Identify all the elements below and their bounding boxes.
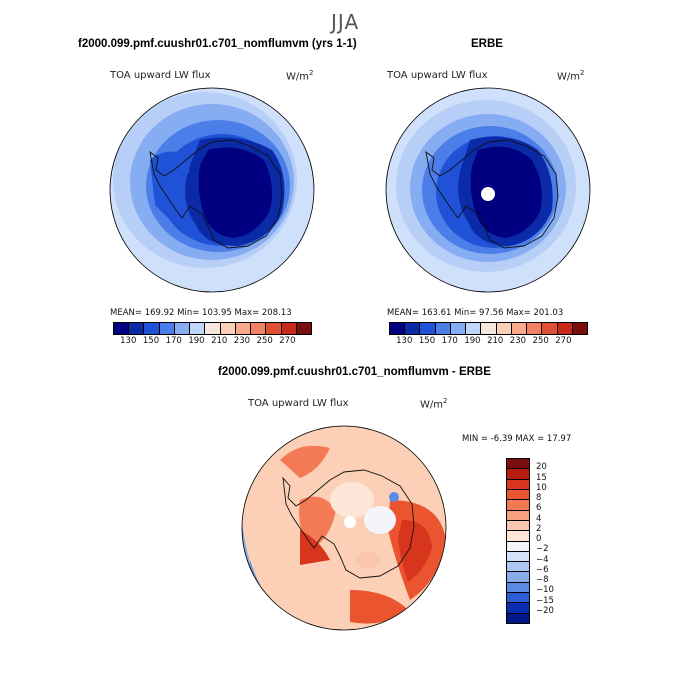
colorbar-tick-label: 6 (536, 503, 542, 514)
colorbar-tick-label: −6 (536, 564, 549, 575)
obs-stats: MEAN= 163.61 Min= 97.56 Max= 201.03 (387, 308, 564, 318)
model-map (110, 88, 314, 292)
colorbar-swatch (507, 459, 529, 470)
colorbar-tick-label: 190 (464, 336, 481, 346)
diff-colorbar (506, 458, 530, 624)
colorbar-tick-label: 190 (188, 336, 205, 346)
model-colorbar (113, 322, 312, 335)
colorbar-swatch (507, 510, 529, 521)
model-panel-title: f2000.099.pmf.cuushr01.c701_nomflumvm (y… (78, 38, 357, 50)
colorbar-tick-label: 130 (396, 336, 413, 346)
colorbar-tick-label: 4 (536, 513, 542, 524)
colorbar-tick-label: −20 (536, 605, 554, 616)
colorbar-tick-label: 210 (487, 336, 504, 346)
colorbar-tick-label: 170 (441, 336, 458, 346)
colorbar-swatch (144, 323, 160, 334)
colorbar-swatch (507, 489, 529, 501)
colorbar-tick-label: 20 (536, 462, 547, 473)
colorbar-tick-label: −15 (536, 595, 554, 606)
colorbar-tick-label: −8 (536, 575, 549, 585)
colorbar-tick-label: 8 (536, 493, 542, 503)
colorbar-tick-label: 2 (536, 523, 542, 534)
colorbar-swatch (129, 323, 145, 334)
obs-units-label: W/m2 (557, 69, 585, 83)
colorbar-tick-label: 230 (233, 336, 251, 346)
colorbar-tick-label: −2 (536, 544, 549, 555)
colorbar-swatch (507, 582, 529, 594)
colorbar-swatch (507, 531, 529, 542)
colorbar-swatch (507, 479, 529, 490)
model-map-boundary (109, 87, 315, 293)
colorbar-swatch (390, 323, 406, 334)
colorbar-tick-label: 0 (536, 534, 542, 544)
colorbar-swatch (266, 323, 282, 334)
obs-map-boundary (385, 87, 591, 293)
colorbar-swatch (435, 323, 451, 334)
colorbar-tick-label: 210 (211, 336, 228, 346)
colorbar-swatch (405, 323, 421, 334)
colorbar-swatch (507, 603, 529, 614)
colorbar-tick-label: −4 (536, 554, 549, 565)
colorbar-tick-label: 150 (418, 336, 436, 346)
colorbar-swatch (507, 572, 529, 583)
colorbar-tick-label: −10 (536, 585, 554, 596)
colorbar-swatch (420, 323, 436, 334)
obs-map (386, 88, 590, 292)
colorbar-swatch (507, 613, 529, 623)
colorbar-swatch (281, 323, 297, 334)
colorbar-swatch (507, 593, 529, 604)
colorbar-tick-label: 15 (536, 472, 547, 483)
colorbar-swatch (251, 323, 267, 334)
colorbar-swatch (205, 323, 221, 334)
season-title: JJA (331, 10, 360, 34)
colorbar-swatch (507, 520, 529, 532)
colorbar-swatch (114, 323, 130, 334)
obs-variable-label: TOA upward LW flux (387, 70, 488, 81)
diff-panel-title: f2000.099.pmf.cuushr01.c701_nomflumvm - … (218, 366, 491, 378)
colorbar-swatch (174, 323, 191, 334)
colorbar-tick-label: 10 (536, 482, 547, 493)
colorbar-swatch (496, 323, 512, 334)
colorbar-swatch (511, 323, 528, 334)
colorbar-swatch (159, 323, 175, 334)
colorbar-tick-label: 270 (555, 336, 572, 346)
colorbar-swatch (481, 323, 497, 334)
colorbar-swatch (542, 323, 558, 334)
obs-colorbar (389, 322, 588, 335)
diff-stats: MIN = -6.39 MAX = 17.97 (462, 434, 572, 444)
colorbar-tick-label: 250 (532, 336, 549, 346)
colorbar-swatch (507, 551, 529, 563)
colorbar-swatch (296, 323, 312, 334)
colorbar-swatch (507, 541, 529, 552)
diff-coastline (282, 469, 415, 579)
colorbar-swatch (190, 323, 206, 334)
colorbar-swatch (450, 323, 467, 334)
obs-panel-title: ERBE (471, 38, 503, 50)
diff-variable-label: TOA upward LW flux (248, 398, 349, 409)
colorbar-swatch (466, 323, 482, 334)
colorbar-tick-label: 250 (256, 336, 273, 346)
colorbar-swatch (527, 323, 543, 334)
colorbar-swatch (507, 500, 529, 511)
colorbar-swatch (572, 323, 588, 334)
diff-units-label: W/m2 (420, 397, 448, 411)
colorbar-swatch (235, 323, 252, 334)
colorbar-swatch (507, 469, 529, 480)
diff-map (242, 426, 446, 630)
colorbar-tick-label: 130 (120, 336, 137, 346)
colorbar-tick-label: 230 (509, 336, 527, 346)
colorbar-tick-label: 170 (165, 336, 182, 346)
model-variable-label: TOA upward LW flux (110, 70, 211, 81)
diff-map-boundary (241, 425, 447, 631)
colorbar-tick-label: 150 (142, 336, 160, 346)
model-stats: MEAN= 169.92 Min= 103.95 Max= 208.13 (110, 308, 292, 318)
model-units-label: W/m2 (286, 69, 314, 83)
obs-coastline (425, 139, 559, 249)
colorbar-swatch (220, 323, 236, 334)
model-coastline (149, 139, 283, 249)
colorbar-swatch (507, 562, 529, 573)
colorbar-swatch (557, 323, 573, 334)
colorbar-tick-label: 270 (279, 336, 296, 346)
